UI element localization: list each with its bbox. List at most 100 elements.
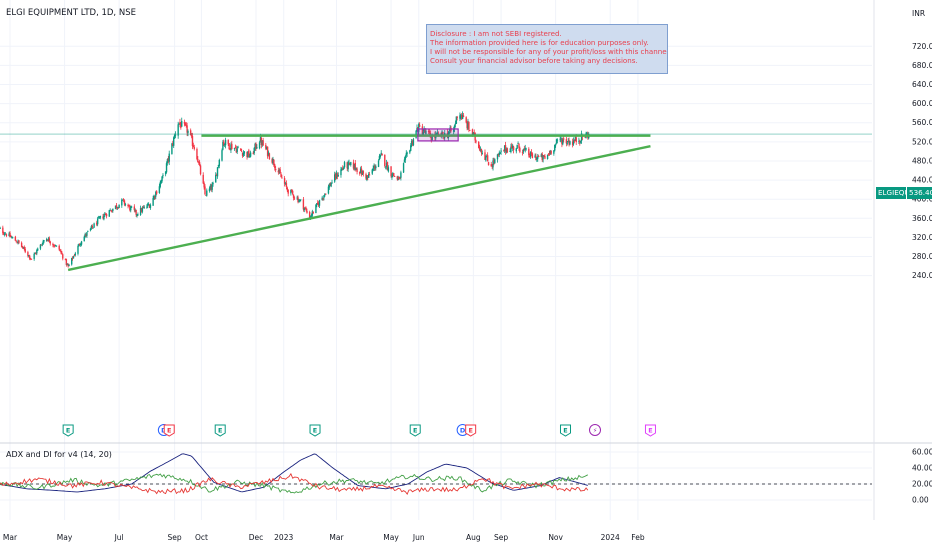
- candle: [249, 150, 252, 158]
- candle-body: [247, 151, 249, 158]
- candle-body: [80, 241, 83, 245]
- candle-body: [116, 207, 119, 209]
- candle-body: [291, 190, 293, 192]
- candle: [230, 142, 232, 153]
- candle: [85, 233, 87, 237]
- candle: [512, 144, 514, 152]
- candle-body: [154, 196, 156, 198]
- event-marker-earnings[interactable]: E: [62, 424, 74, 437]
- candle-body: [240, 151, 243, 153]
- adx-indicator-pane[interactable]: [0, 453, 872, 495]
- candle: [565, 136, 568, 147]
- event-marker-earnings-future[interactable]: E: [644, 424, 656, 437]
- candle-body: [337, 175, 339, 177]
- candle: [174, 131, 177, 139]
- candle: [484, 149, 486, 161]
- candle-body: [571, 141, 574, 145]
- candle-body: [64, 259, 67, 260]
- candle-body: [266, 146, 269, 157]
- candle-body: [46, 239, 49, 242]
- x-tick-label: Jul: [114, 533, 124, 542]
- candle-body: [14, 236, 17, 241]
- candle-body: [525, 148, 527, 150]
- candle-body: [553, 150, 555, 154]
- candle: [524, 144, 526, 153]
- candle: [335, 170, 338, 180]
- disclosure-line: I will not be responsible for any of you…: [430, 47, 668, 57]
- candle: [68, 263, 70, 267]
- candle-body: [97, 217, 100, 219]
- candle: [504, 141, 507, 155]
- event-marker-earnings[interactable]: E: [309, 424, 321, 437]
- candle-body: [114, 205, 117, 209]
- event-markers[interactable]: EDEEEEDEE⚡E: [62, 424, 656, 437]
- candle: [568, 137, 570, 147]
- candle: [371, 168, 373, 175]
- candle-body: [500, 150, 502, 152]
- candle-body: [217, 165, 220, 167]
- candle: [503, 149, 505, 152]
- event-marker-split[interactable]: ⚡: [589, 424, 602, 436]
- event-marker-label: E: [218, 426, 222, 434]
- event-marker-earnings-past[interactable]: E: [465, 424, 477, 437]
- candle: [486, 154, 488, 158]
- y-tick-label: 720.00: [912, 42, 932, 51]
- candle: [491, 163, 493, 170]
- candle-body: [365, 174, 367, 179]
- candle: [528, 147, 530, 158]
- candle: [548, 150, 551, 156]
- candle-body: [575, 137, 577, 143]
- candle: [287, 189, 289, 197]
- y-tick-label: 520.00: [912, 137, 932, 146]
- x-tick-label: 2023: [274, 533, 293, 542]
- candle-body: [210, 186, 212, 190]
- candle-body: [578, 140, 580, 142]
- candle-body: [172, 143, 174, 146]
- candle: [416, 124, 418, 133]
- indicator-title[interactable]: ADX and DI for v4 (14, 20): [6, 450, 112, 459]
- candle-body: [293, 197, 296, 199]
- candle-body: [492, 160, 494, 168]
- candle-body: [572, 140, 575, 145]
- candle: [110, 210, 112, 212]
- candle: [208, 186, 211, 193]
- candle: [116, 206, 119, 211]
- candle-body: [124, 204, 127, 205]
- candle-body: [211, 184, 213, 190]
- candle-body: [112, 208, 114, 211]
- event-marker-shape: [163, 424, 175, 437]
- event-marker-earnings[interactable]: E: [214, 424, 226, 437]
- candle-body: [203, 182, 205, 188]
- event-marker-earnings-past[interactable]: E: [163, 424, 175, 437]
- candle-body: [78, 243, 80, 247]
- candle-body: [96, 222, 98, 225]
- candle-body: [503, 150, 505, 152]
- candle: [61, 250, 63, 255]
- event-marker-earnings[interactable]: E: [409, 424, 421, 437]
- candle: [109, 208, 111, 211]
- candle-body: [255, 143, 257, 149]
- symbol-title[interactable]: ELGI EQUIPMENT LTD, 1D, NSE: [6, 8, 136, 18]
- candle-body: [317, 203, 320, 206]
- candle: [544, 154, 546, 160]
- disclosure-note[interactable]: Disclosure : I am not SEBI registered. T…: [426, 24, 668, 74]
- drawings-layer[interactable]: [67, 128, 651, 272]
- consolidation-box[interactable]: [417, 128, 459, 142]
- candle-body: [327, 186, 330, 194]
- candle: [58, 244, 60, 251]
- candle-body: [45, 239, 48, 241]
- support-trendline[interactable]: [67, 144, 651, 272]
- candle: [342, 166, 345, 171]
- candle: [89, 227, 92, 232]
- candle-body: [556, 139, 559, 141]
- event-marker-earnings[interactable]: E: [559, 424, 571, 437]
- candle: [487, 161, 490, 166]
- candle: [202, 172, 204, 185]
- candle-body: [52, 243, 54, 246]
- currency-label[interactable]: INR: [912, 9, 926, 18]
- candle: [530, 149, 533, 157]
- candle: [22, 246, 25, 249]
- candle: [536, 157, 538, 163]
- candle-body: [421, 126, 424, 135]
